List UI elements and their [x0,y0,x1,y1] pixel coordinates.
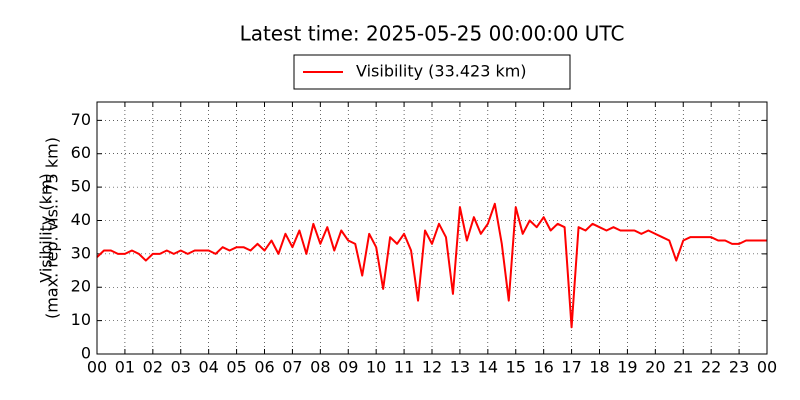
x-tick-label: 01 [115,358,135,377]
x-tick-label: 03 [171,358,191,377]
y-axis-label: (max. rep. vis.: 75 km) [43,137,62,319]
x-tick-label: 11 [394,358,414,377]
x-tick-label: 19 [617,358,637,377]
x-tick-label: 12 [422,358,442,377]
x-tick-label: 05 [226,358,246,377]
y-axis-label: Visibility (km) [37,173,56,282]
x-tick-label: 18 [589,358,609,377]
data-line [96,202,767,329]
x-tick-label: 22 [701,358,721,377]
y-tick-label: 30 [71,243,91,262]
x-tick-label: 07 [282,358,302,377]
x-tick-label: 00 [757,358,777,377]
x-tick-label: 02 [143,358,163,377]
y-tick-label: 10 [71,310,91,329]
x-tick-label: 13 [450,358,470,377]
x-tick-label: 06 [254,358,274,377]
x-tick-label: 00 [87,358,107,377]
x-tick-label: 15 [506,358,526,377]
x-tick-label: 23 [729,358,749,377]
chart-title: Latest time: 2025-05-25 00:00:00 UTC [240,22,625,46]
x-tick-label: 04 [198,358,218,377]
y-tick-label: 0 [81,344,91,363]
x-tick-label: 09 [338,358,358,377]
y-tick-label: 70 [71,110,91,129]
x-tick-label: 10 [366,358,386,377]
legend-label: Visibility (33.423 km) [356,62,527,81]
x-tick-label: 16 [533,358,553,377]
y-tick-label: 60 [71,143,91,162]
y-tick-label: 50 [71,177,91,196]
plot-frame [96,101,768,355]
x-tick-label: 08 [310,358,330,377]
x-tick-label: 20 [645,358,665,377]
x-tick-label: 17 [561,358,581,377]
x-tick-label: 14 [478,358,498,377]
y-tick-label: 40 [71,210,91,229]
y-tick-label: 20 [71,277,91,296]
x-tick-label: 21 [673,358,693,377]
